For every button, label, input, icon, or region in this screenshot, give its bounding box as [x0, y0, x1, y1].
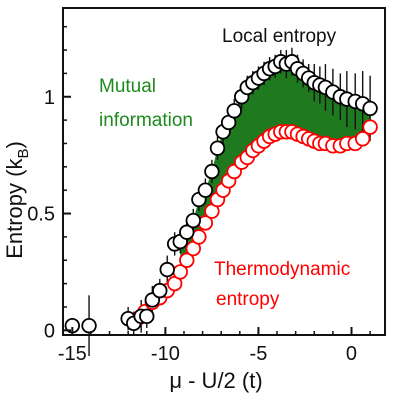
y-tick-label: 1 — [44, 87, 55, 109]
x-axis-label: μ - U/2 (t) — [169, 368, 262, 393]
local-entropy-point — [185, 212, 201, 229]
mutual-information-label-line1: Mutual — [99, 76, 156, 97]
x-axis-ticks: -15 -10 -5 0 — [58, 327, 371, 365]
local-entropy-point — [139, 308, 155, 325]
thermodynamic-entropy-label-line1: Thermodynamic — [214, 259, 350, 280]
thermodynamic-entropy-point — [362, 119, 378, 135]
local-entropy-point — [226, 103, 242, 119]
x-tick-label: 0 — [346, 343, 357, 365]
local-entropy-label: Local entropy — [222, 26, 337, 47]
local-entropy-point — [204, 163, 220, 180]
thermodynamic-entropy-series — [129, 119, 378, 327]
thermodynamic-entropy-label-line2: entropy — [216, 289, 280, 310]
thermodynamic-entropy-point — [354, 131, 371, 147]
mutual-information-area — [180, 61, 371, 272]
plot-frame — [62, 7, 386, 336]
y-axis-label-main: Entropy (k — [2, 158, 27, 259]
x-tick-label: -10 — [151, 343, 180, 365]
local-entropy-series — [64, 54, 378, 334]
local-entropy-point — [152, 282, 168, 299]
y-tick-label: 0.5 — [27, 204, 55, 226]
y-axis-label-close: ) — [2, 141, 27, 148]
local-entropy-point — [159, 261, 175, 278]
local-entropy-point — [81, 317, 97, 334]
thermodynamic-entropy-point — [179, 252, 195, 268]
local-entropy-point — [362, 100, 378, 117]
local-entropy-point — [179, 224, 195, 240]
y-axis-label: Entropy (kB) — [2, 141, 32, 259]
x-tick-label: -15 — [58, 343, 87, 365]
y-tick-label: 0 — [44, 320, 55, 342]
y-axis-ticks: 00.51 — [27, 25, 71, 342]
y-axis-label-subscript: B — [15, 149, 32, 159]
local-entropy-point — [197, 182, 214, 198]
x-tick-label: -5 — [250, 343, 268, 365]
local-entropy-point — [209, 140, 226, 156]
mutual-information-label-line2: information — [99, 110, 193, 131]
